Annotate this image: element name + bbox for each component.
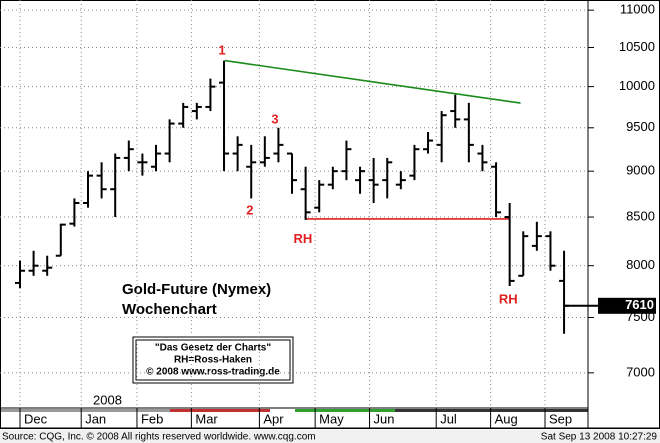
annotation: RH	[499, 291, 518, 306]
y-tick-label: 10500	[619, 39, 655, 54]
y-tick-label: 8500	[626, 208, 655, 223]
y-tick-label: 9500	[626, 119, 655, 134]
y-tick-label: 7000	[626, 364, 655, 379]
footer-left: Source: CQG, Inc. © 2008 All rights rese…	[2, 432, 316, 443]
footer-right: Sat Sep 13 2008 10:27:29	[541, 432, 658, 443]
footer-bar	[0, 430, 660, 443]
y-tick-label: 9000	[626, 163, 655, 178]
chart-subtitle: Wochenchart	[122, 301, 217, 318]
note-text: "Das Gesetz der Charts"	[155, 343, 271, 354]
y-tick-label: 10000	[619, 78, 655, 93]
strip	[295, 409, 395, 412]
note-text: RH=Ross-Haken	[174, 355, 252, 366]
last-price-label: 7610	[625, 297, 654, 312]
annotation: 1	[218, 43, 225, 58]
strip	[395, 409, 588, 412]
chart-title: Gold-Future (Nymex)	[122, 281, 271, 298]
annotation: RH	[294, 231, 313, 246]
annotation: 3	[271, 111, 278, 126]
y-tick-label: 8000	[626, 257, 655, 272]
x-tick-label: Jun	[374, 411, 395, 426]
note-text: © 2008 www.ross-trading.de	[146, 367, 280, 378]
trend-line	[224, 59, 521, 104]
x-tick-label: Apr	[263, 411, 284, 426]
annotation: 2	[246, 202, 253, 217]
x-tick-label: Aug	[495, 411, 518, 426]
x-tick-label: Dec	[24, 411, 48, 426]
strip	[170, 409, 270, 412]
y-tick-label: 11000	[620, 2, 655, 17]
strip	[0, 409, 170, 412]
x-tick-label: Jul	[440, 411, 457, 426]
x-tick-label: Feb	[141, 411, 163, 426]
x-tick-label: May	[319, 411, 344, 426]
x-tick-label: Sep	[549, 411, 572, 426]
x-tick-label: Mar	[195, 411, 218, 426]
x-tick-label: Jan	[85, 411, 106, 426]
last-price-box	[598, 297, 656, 314]
note-box	[132, 336, 294, 384]
year-label: 2008	[93, 392, 122, 407]
note-box-inner	[135, 339, 291, 381]
